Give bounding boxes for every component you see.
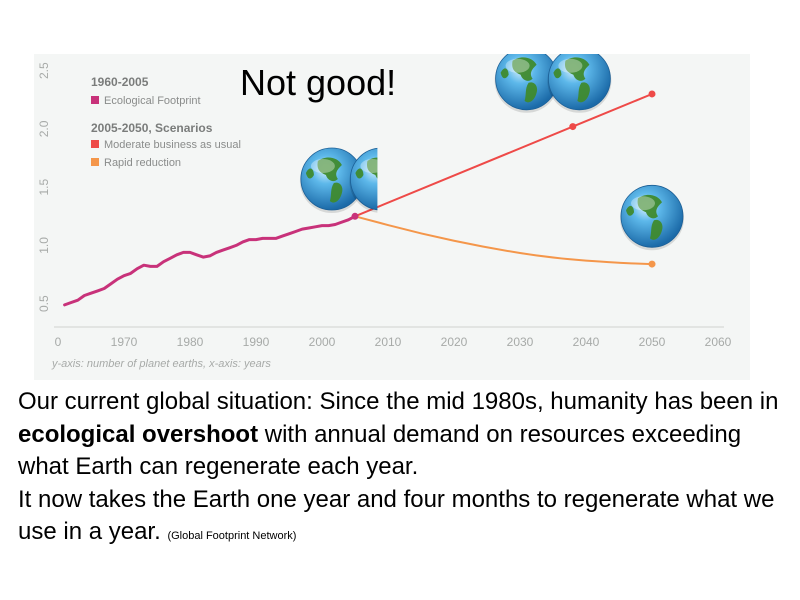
x-tick-label: 2060 — [705, 335, 732, 349]
paragraph-overshoot: Our current global situation: Since the … — [18, 386, 788, 484]
legend-swatch-footprint — [91, 96, 99, 104]
x-tick-label: 1990 — [243, 335, 270, 349]
slide-title: Not good! — [240, 62, 397, 103]
globe-icon — [620, 184, 684, 251]
data-point-marker — [569, 123, 577, 131]
legend-group2-title: 2005-2050, Scenarios — [91, 121, 213, 135]
y-tick-label: 2.5 — [37, 62, 51, 79]
x-tick-label: 0 — [55, 335, 62, 349]
series-line-rapid — [354, 215, 653, 266]
legend-label-moderate: Moderate business as usual — [104, 139, 241, 151]
globe-icon — [494, 54, 559, 113]
data-point-marker — [648, 90, 656, 98]
x-tick-label: 2040 — [573, 335, 600, 349]
data-point-marker — [351, 212, 359, 220]
x-tick-label: 2020 — [441, 335, 468, 349]
paragraph-regenerate: It now takes the Earth one year and four… — [18, 484, 788, 553]
legend-label-footprint: Ecological Footprint — [104, 95, 201, 107]
footprint-chart: 0.5 1.0 1.5 2.0 2.5 0 1970 1980 1990 2000 2010 202… — [34, 54, 750, 380]
globe-icon — [349, 147, 378, 213]
series-line-footprint — [63, 214, 357, 307]
legend-swatch-rapid — [91, 158, 99, 166]
body-text: Our current global situation: Since the … — [18, 386, 788, 553]
chart-panel: 0.5 1.0 1.5 2.0 2.5 0 1970 1980 1990 2000 2010 202… — [34, 54, 750, 380]
x-tick-label: 2000 — [309, 335, 336, 349]
paragraph2-text: It now takes the Earth one year and four… — [18, 485, 775, 546]
globe-icon — [299, 147, 364, 214]
paragraph1-end: with annual demand on resources exceedin… — [18, 420, 742, 481]
globe-icon — [547, 54, 612, 113]
data-point-marker — [648, 260, 656, 268]
x-tick-label: 2050 — [639, 335, 666, 349]
legend-group1-title: 1960-2005 — [91, 75, 149, 89]
x-tick-label: 2030 — [507, 335, 534, 349]
ecological-overshoot-emphasis: ecological overshoot — [18, 420, 259, 448]
y-tick-label: 2.0 — [37, 120, 51, 137]
x-tick-label: 1980 — [177, 335, 204, 349]
y-tick-label: 0.5 — [37, 295, 51, 312]
paragraph1-start: Our current global situation: Since the … — [18, 388, 779, 415]
x-tick-label: 2010 — [375, 335, 402, 349]
y-tick-label: 1.0 — [37, 237, 51, 254]
y-tick-label: 1.5 — [37, 179, 51, 196]
legend-label-rapid: Rapid reduction — [104, 157, 181, 169]
x-tick-label: 1970 — [111, 335, 138, 349]
source-citation: (Global Footprint Network) — [167, 530, 297, 542]
axis-note: y-axis: number of planet earths, x-axis:… — [51, 358, 271, 370]
legend-swatch-moderate — [91, 140, 99, 148]
